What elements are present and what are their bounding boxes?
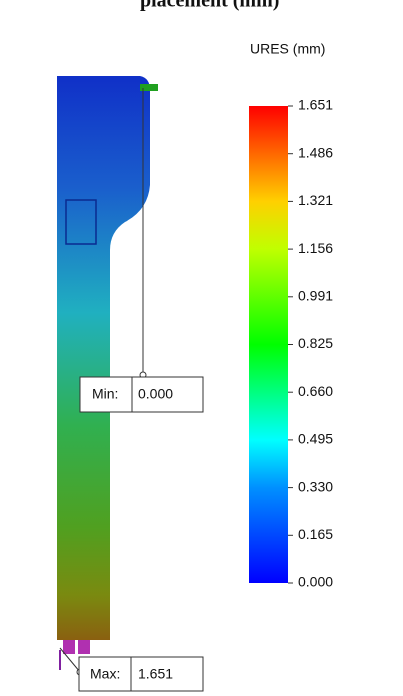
legend-title: URES (mm)	[250, 41, 325, 57]
legend-label: 1.156	[298, 240, 333, 256]
legend-label: 0.000	[298, 574, 333, 590]
fixture	[78, 640, 90, 654]
min-probe-label: Min:	[92, 386, 118, 402]
max-probe-value: 1.651	[138, 666, 173, 682]
legend-label: 0.495	[298, 431, 333, 447]
max-probe-label: Max:	[90, 666, 120, 682]
page: placement (mm) Min: 0.000 Max: 1.651 URE…	[0, 0, 403, 696]
legend-label: 0.165	[298, 526, 333, 542]
min-probe-value: 0.000	[138, 386, 173, 402]
legend-label: 0.991	[298, 288, 333, 304]
plot-title: placement (mm)	[140, 0, 279, 12]
legend-label: 1.486	[298, 144, 333, 160]
result-view: placement (mm) Min: 0.000 Max: 1.651 URE…	[0, 0, 403, 696]
fixture	[63, 640, 75, 654]
part	[57, 76, 150, 640]
legend-label: 1.321	[298, 192, 333, 208]
legend-label: 0.330	[298, 478, 333, 494]
legend-label: 0.825	[298, 335, 333, 351]
legend-label: 1.651	[298, 97, 333, 113]
color-bar	[249, 106, 288, 583]
legend-label: 0.660	[298, 383, 333, 399]
